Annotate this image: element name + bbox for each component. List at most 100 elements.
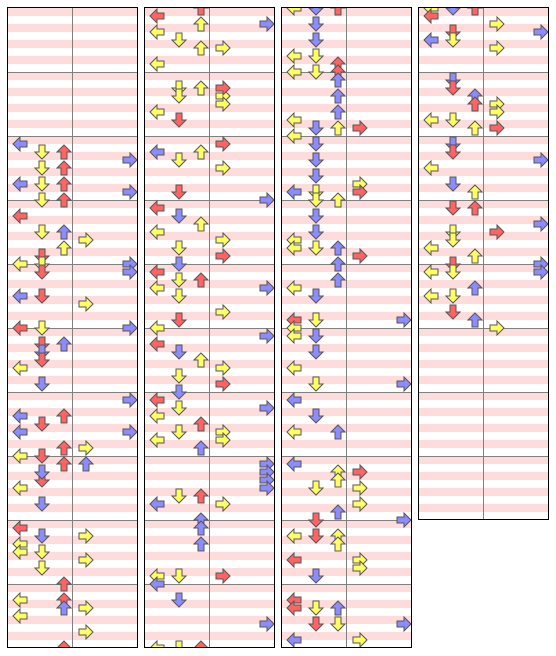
measure-line: [8, 264, 137, 265]
step-arrow-up-icon: [192, 80, 210, 96]
step-arrow-right-icon: [122, 391, 137, 409]
step-arrow-left-icon: [286, 423, 302, 441]
step-arrow-left-icon: [286, 127, 302, 145]
step-arrow-down-icon: [170, 32, 188, 48]
step-arrow-down-icon: [170, 592, 188, 608]
measure-line: [145, 456, 274, 457]
step-arrow-right-icon: [215, 79, 231, 97]
step-arrow-left-icon: [149, 103, 165, 121]
measure-line: [419, 200, 548, 201]
step-arrow-down-icon: [33, 192, 51, 208]
step-arrow-down-icon: [307, 480, 325, 496]
step-arrow-down-icon: [170, 488, 188, 504]
step-arrow-down-icon: [33, 176, 51, 192]
step-arrow-down-icon: [307, 600, 325, 616]
step-arrow-right-icon: [78, 439, 94, 457]
step-arrow-up-icon: [329, 192, 347, 208]
step-arrow-left-icon: [423, 8, 439, 25]
column-center-divider: [209, 8, 210, 647]
step-arrow-up-icon: [329, 72, 347, 88]
step-arrow-left-icon: [286, 47, 302, 65]
step-arrow-left-icon: [286, 527, 302, 545]
step-arrow-left-icon: [149, 263, 165, 281]
step-arrow-down-icon: [33, 160, 51, 176]
step-arrow-right-icon: [78, 551, 94, 569]
step-arrow-down-icon: [33, 144, 51, 160]
step-arrow-up-icon: [466, 8, 484, 16]
step-arrow-right-icon: [78, 231, 94, 249]
step-arrow-right-icon: [122, 183, 137, 201]
step-arrow-down-icon: [33, 320, 51, 336]
step-arrow-down-icon: [170, 368, 188, 384]
step-arrow-right-icon: [396, 375, 411, 393]
step-arrow-up-icon: [466, 312, 484, 328]
step-arrow-left-icon: [423, 287, 439, 305]
step-arrow-down-icon: [444, 264, 462, 280]
step-arrow-down-icon: [170, 272, 188, 288]
measure-line: [419, 136, 548, 137]
step-arrow-up-icon: [192, 144, 210, 160]
step-arrow-left-icon: [286, 8, 302, 17]
step-arrow-left-icon: [149, 8, 165, 25]
step-arrow-up-icon: [77, 456, 95, 472]
step-arrow-up-icon: [466, 96, 484, 112]
step-arrow-down-icon: [33, 352, 51, 368]
measure-line: [145, 520, 274, 521]
step-arrow-up-icon: [192, 8, 210, 16]
step-arrow-up-icon: [466, 184, 484, 200]
step-arrow-left-icon: [149, 143, 165, 161]
step-arrow-up-icon: [329, 272, 347, 288]
column-center-divider: [72, 8, 73, 647]
step-arrow-down-icon: [33, 376, 51, 392]
measure-line: [8, 520, 137, 521]
step-arrow-up-icon: [192, 216, 210, 232]
step-arrow-up-icon: [55, 440, 73, 456]
measure-line: [145, 136, 274, 137]
measure-line: [419, 264, 548, 265]
step-arrow-right-icon: [396, 311, 411, 329]
step-arrow-down-icon: [307, 120, 325, 136]
step-arrow-right-icon: [489, 39, 505, 57]
step-arrow-down-icon: [33, 264, 51, 280]
step-arrow-up-icon: [55, 408, 73, 424]
step-arrow-right-icon: [215, 359, 231, 377]
step-arrow-up-icon: [56, 640, 72, 647]
step-arrow-left-icon: [12, 207, 28, 225]
step-arrow-up-icon: [466, 200, 484, 216]
step-arrow-right-icon: [215, 231, 231, 249]
step-arrow-right-icon: [122, 319, 137, 337]
measure-line: [145, 328, 274, 329]
step-arrow-up-icon: [329, 536, 347, 552]
step-arrow-down-icon: [307, 312, 325, 328]
step-arrow-down-icon: [307, 224, 325, 240]
step-arrow-down-icon: [307, 192, 325, 208]
step-arrow-up-icon: [329, 472, 347, 488]
step-arrow-left-icon: [149, 199, 165, 217]
step-arrow-up-icon: [192, 536, 210, 552]
step-arrow-right-icon: [215, 135, 231, 153]
step-arrow-right-icon: [215, 159, 231, 177]
step-arrow-left-icon: [286, 111, 302, 129]
step-arrow-down-icon: [307, 512, 325, 528]
step-arrow-down-icon: [170, 208, 188, 224]
step-arrow-up-icon: [55, 240, 73, 256]
step-arrow-left-icon: [12, 135, 28, 153]
step-arrow-right-icon: [259, 191, 274, 209]
step-arrow-up-icon: [192, 352, 210, 368]
measure-line: [145, 392, 274, 393]
step-arrow-down-icon: [33, 544, 51, 560]
step-arrow-right-icon: [78, 527, 94, 545]
step-arrow-down-icon: [307, 152, 325, 168]
step-arrow-down-icon: [307, 136, 325, 152]
step-arrow-up-icon: [329, 240, 347, 256]
step-arrow-down-icon: [170, 256, 188, 272]
step-arrow-up-icon: [192, 40, 210, 56]
step-arrow-down-icon: [170, 344, 188, 360]
step-arrow-left-icon: [12, 479, 28, 497]
measure-line: [282, 264, 411, 265]
step-arrow-right-icon: [259, 399, 274, 417]
chart-column-4: [418, 7, 549, 520]
measure-line: [282, 456, 411, 457]
step-arrow-right-icon: [396, 615, 411, 633]
step-arrow-right-icon: [259, 279, 274, 297]
